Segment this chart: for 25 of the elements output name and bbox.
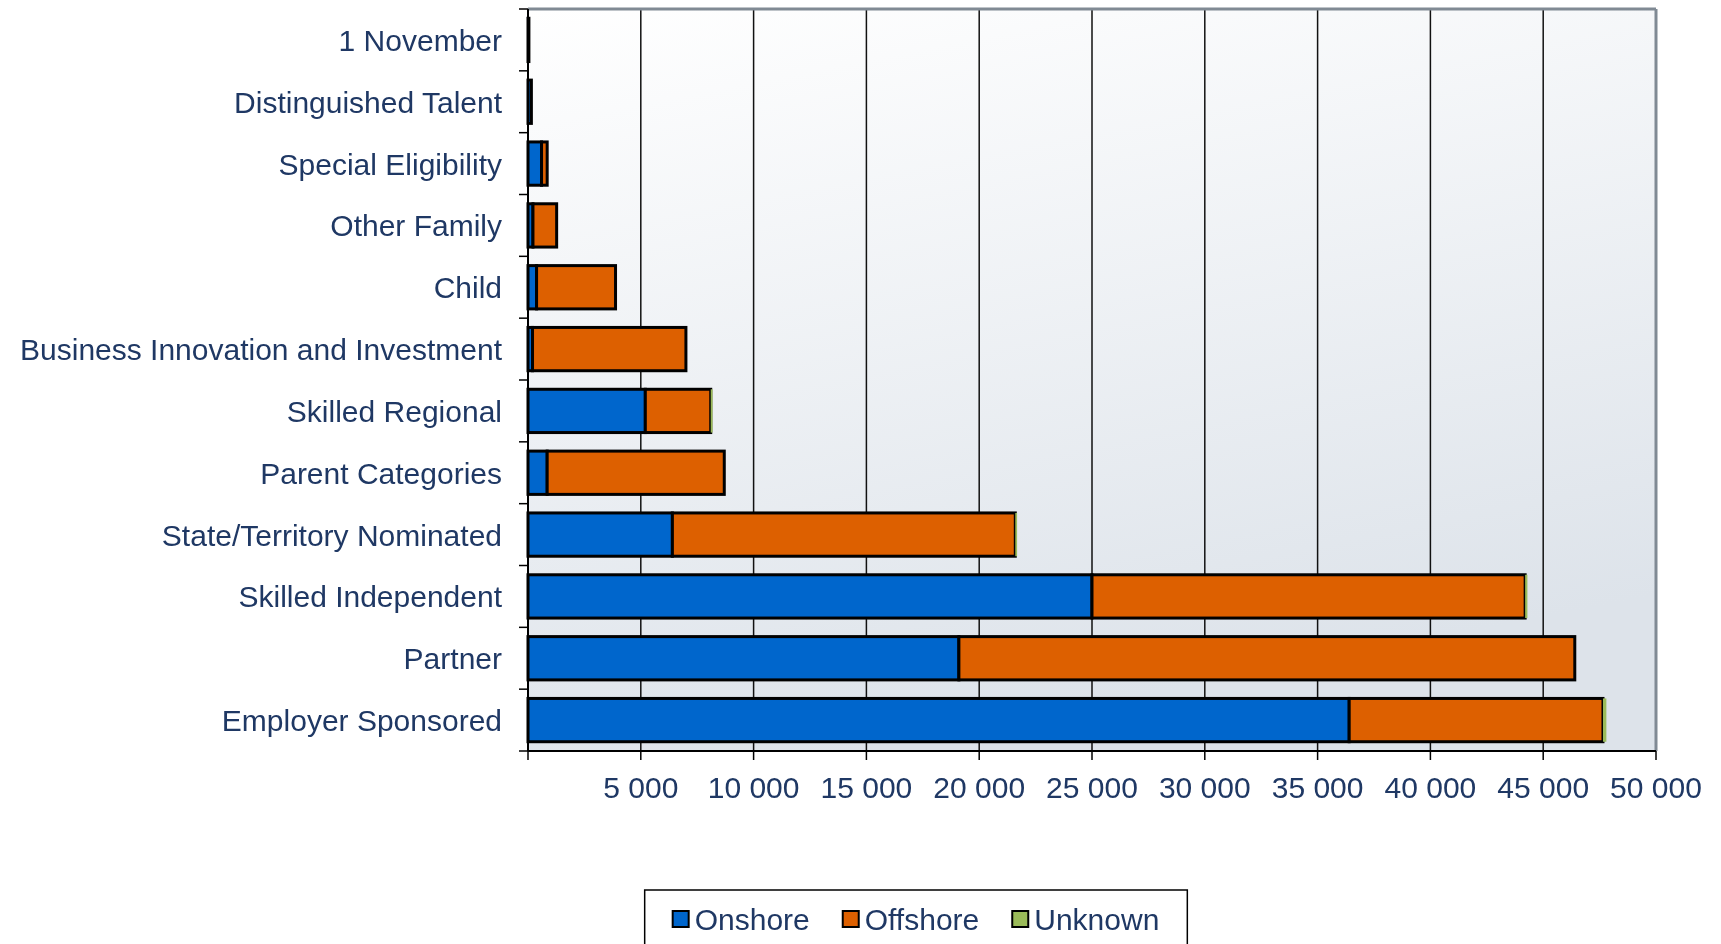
x-tick-label: 40 000: [1384, 770, 1477, 804]
x-tick-label: 50 000: [1610, 770, 1702, 804]
x-tick-label: 20 000: [933, 770, 1026, 804]
x-tick-label: 45 000: [1497, 770, 1590, 804]
legend-label: Onshore: [694, 902, 810, 936]
y-tick-label: Skilled Regional: [286, 394, 502, 428]
legend-label: Unknown: [1034, 902, 1160, 936]
y-tick-label: Skilled Independent: [238, 579, 503, 613]
x-tick-label: 10 000: [707, 770, 800, 804]
y-tick-label: Partner: [403, 641, 502, 675]
legend-label: Offshore: [864, 902, 980, 936]
y-tick-label: Child: [433, 270, 502, 304]
y-tick-label: Distinguished Talent: [234, 85, 503, 119]
y-tick-label: Business Innovation and Investment: [20, 332, 503, 366]
y-tick-label: 1 November: [338, 23, 503, 57]
x-tick-label: 15 000: [820, 770, 913, 804]
x-tick-label: 35 000: [1271, 770, 1364, 804]
y-tick-label: Parent Categories: [260, 456, 502, 490]
y-tick-label: Employer Sponsored: [221, 703, 502, 737]
x-tick-label: 30 000: [1158, 770, 1251, 804]
x-tick-label: 25 000: [1046, 770, 1138, 804]
y-tick-label: Other Family: [330, 208, 502, 242]
y-tick-label: State/Territory Nominated: [161, 518, 502, 552]
y-tick-label: Special Eligibility: [278, 147, 502, 181]
x-tick-label: 5 000: [603, 770, 679, 804]
